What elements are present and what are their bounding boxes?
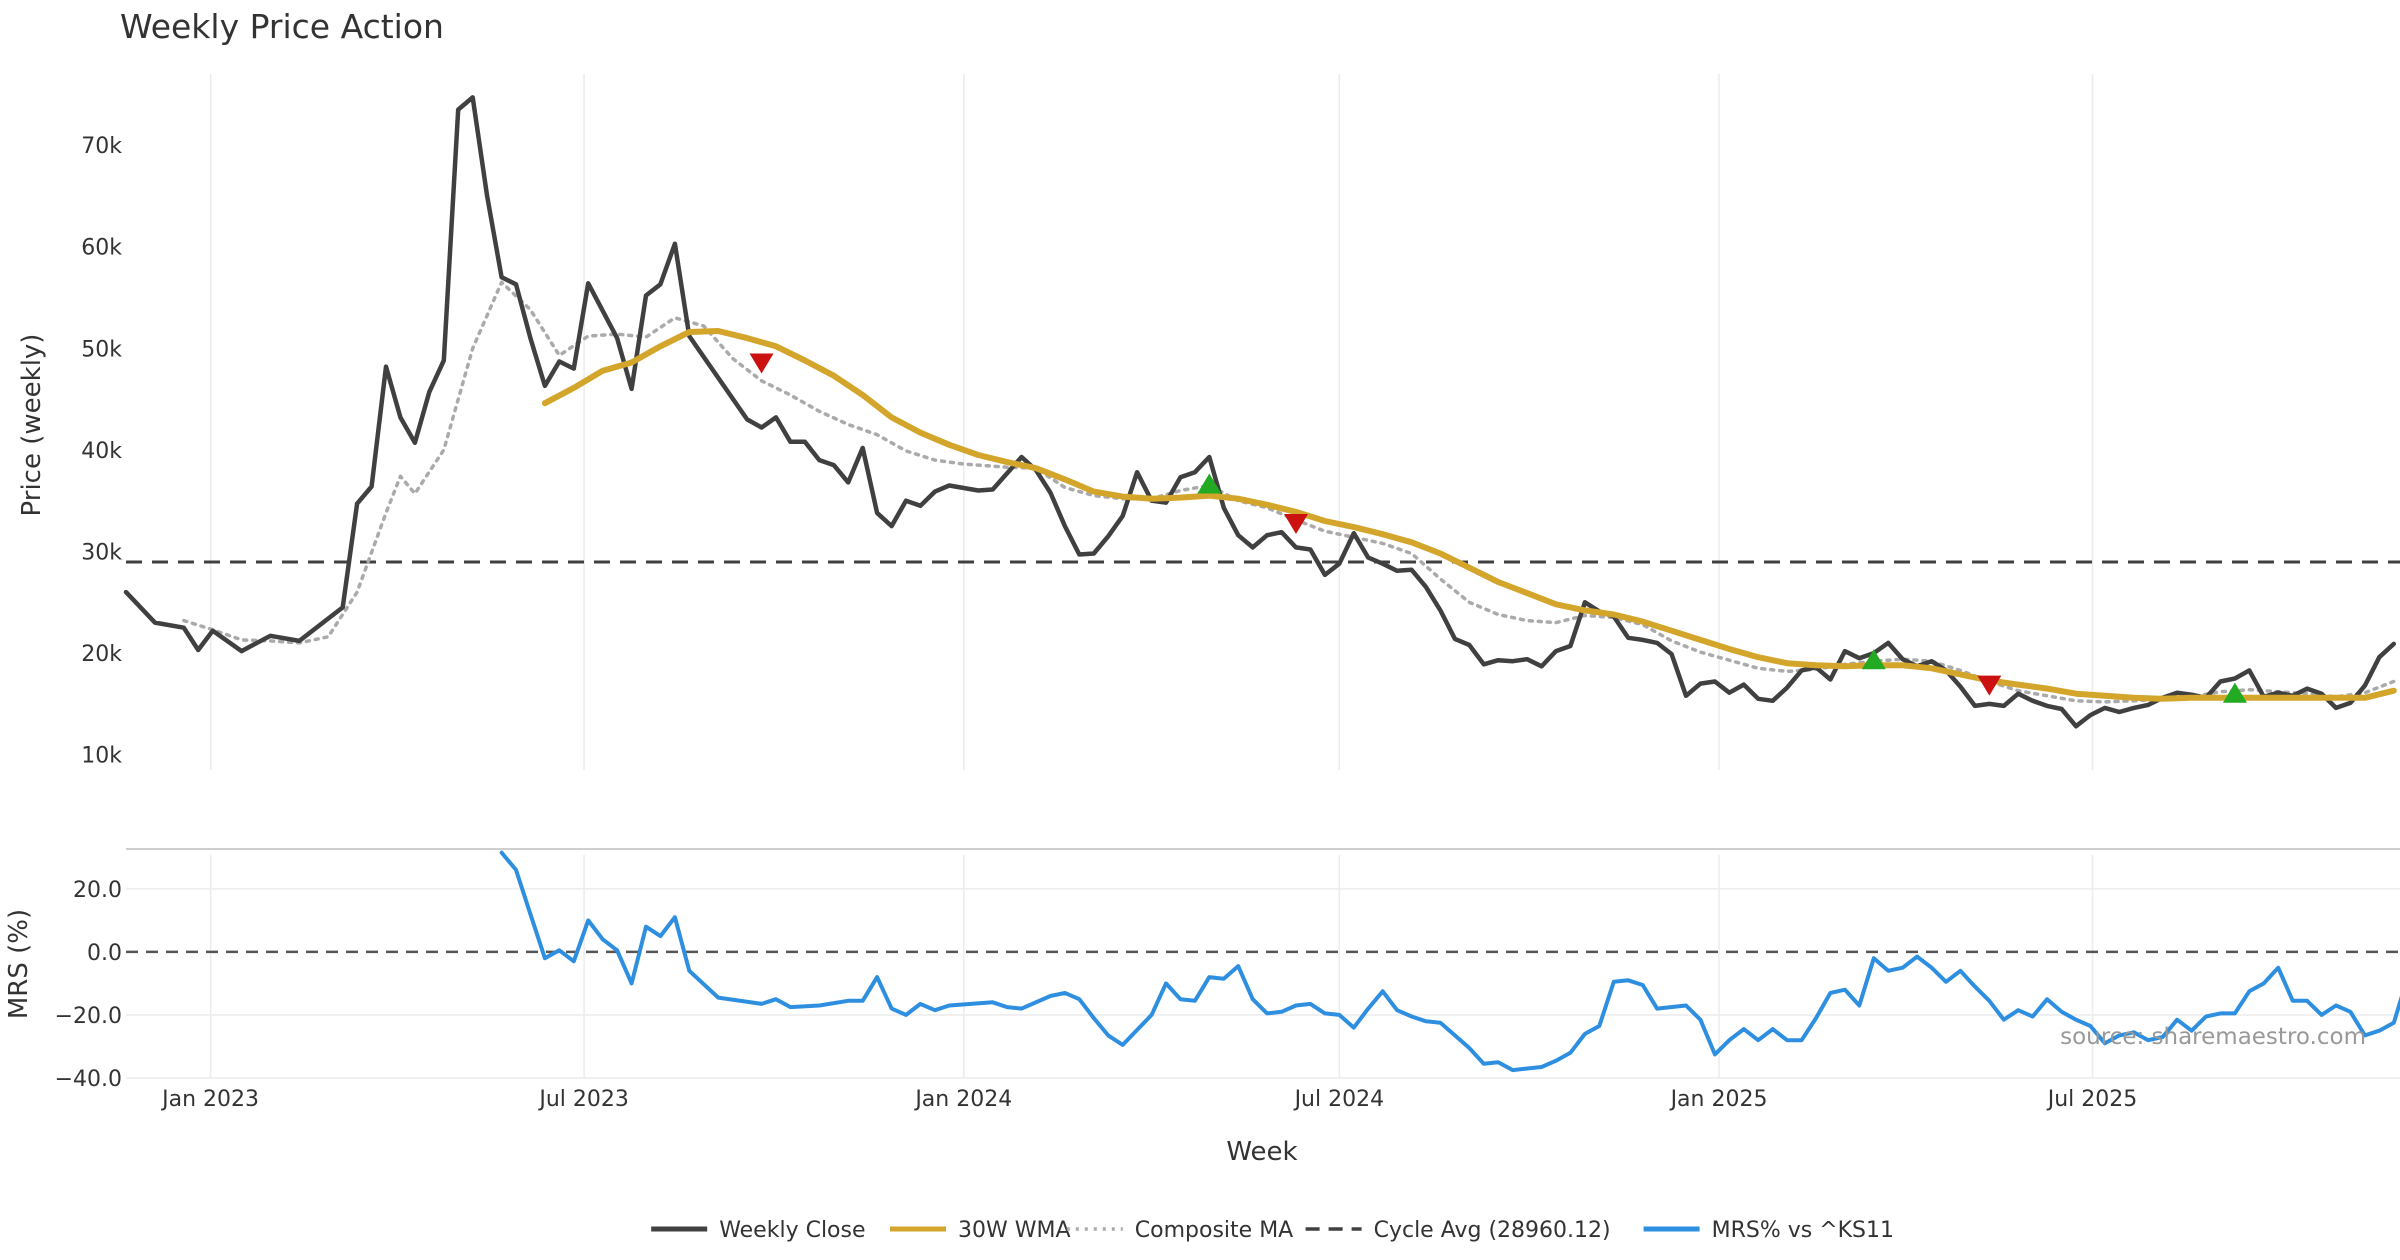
price-y-tick-label: 10k [81,744,122,769]
price-y-axis-label: Price (weekly) [17,334,47,517]
x-tick-label: Jan 2024 [913,1087,1012,1112]
price-y-tick-label: 70k [81,134,122,159]
x-tick-label: Jul 2025 [2046,1087,2138,1112]
buy-signal-marker [1197,473,1222,494]
source-watermark: source: sharemaestro.com [2060,1024,2366,1050]
mrs-y-tick-label: −20.0 [55,1004,122,1029]
mrs-y-tick-label: −40.0 [55,1067,122,1092]
price-gridlines [209,74,2094,770]
buy-signal-marker [1861,649,1886,670]
x-tick-label: Jul 2023 [537,1087,629,1112]
legend-label-mrs-vs-ks11: MRS% vs ^KS11 [1712,1218,1894,1243]
price-y-ticks: 10k 20k 30k 40k 50k 60k 70k [81,134,122,769]
legend: Weekly Close 30W WMA Composite MA Cycle Avg… [651,1218,1894,1243]
sell-signal-marker [749,353,774,374]
price-y-tick-label: 40k [81,439,122,464]
price-y-tick-label: 20k [81,642,122,667]
x-ticks: Jan 2023 Jul 2023 Jan 2024 Jul 2024 Jan 2025… [160,1087,2137,1112]
series-weekly-close-line [123,95,2397,729]
legend-label-cycle-avg-28960-12: Cycle Avg (28960.12) [1374,1218,1611,1243]
x-tick-label: Jan 2025 [1669,1087,1768,1112]
price-y-tick-label: 50k [81,337,122,362]
mrs-y-tick-label: 0.0 [87,941,122,966]
mrs-gridlines [126,855,2400,1079]
x-tick-label: Jul 2024 [1293,1087,1385,1112]
mrs-y-tick-label: 20.0 [73,878,122,903]
chart-title: Weekly Price Action [120,7,444,46]
buy-signal-marker [2222,682,2247,703]
price-y-tick-label: 60k [81,236,122,261]
series-composite-ma-line [182,280,2396,704]
mrs-y-ticks: −40.0 −20.0 0.0 20.0 [55,878,122,1092]
legend-label-composite-ma: Composite MA [1135,1218,1293,1243]
legend-label-30w-wma: 30W WMA [958,1218,1071,1243]
series-30w-wma-line [541,328,2397,702]
legend-label-weekly-close: Weekly Close [719,1218,865,1243]
price-y-tick-label: 30k [81,540,122,565]
series-mrs-vs-ks11-line [499,850,2400,1073]
series-layer [123,95,2400,1073]
sell-signal-marker [1284,514,1308,535]
mrs-y-axis-label: MRS (%) [4,909,34,1019]
x-axis-label: Week [1226,1137,1297,1167]
signal-markers [749,353,2247,703]
x-tick-label: Jan 2023 [160,1087,259,1112]
sell-signal-marker [1977,675,2002,696]
